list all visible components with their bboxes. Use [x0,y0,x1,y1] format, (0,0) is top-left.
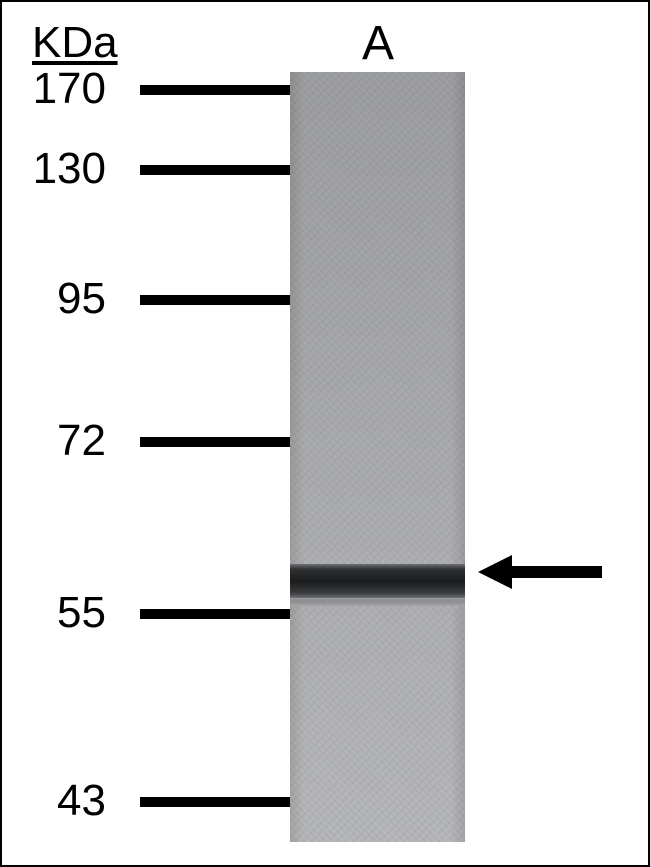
mw-marker-tick [140,295,290,305]
lane-label-a: A [362,16,394,71]
blot-figure: KDa A 170 130 95 72 55 43 [0,0,650,867]
protein-band [290,598,465,606]
mw-marker-label: 43 [57,776,106,826]
mw-marker-tick [140,797,290,807]
mw-marker-label: 72 [57,416,106,466]
mw-marker-label: 170 [33,64,106,114]
protein-band [290,564,465,598]
lane-edge-shade [290,72,465,842]
target-band-arrow [478,555,602,589]
mw-marker-tick [140,85,290,95]
mw-marker-tick [140,609,290,619]
arrow-head-icon [478,555,512,589]
mw-marker-label: 95 [57,274,106,324]
axis-unit-label: KDa [32,18,118,68]
gel-lane [290,72,465,842]
mw-marker-label: 130 [33,144,106,194]
mw-marker-label: 55 [57,588,106,638]
mw-marker-tick [140,165,290,175]
mw-marker-tick [140,437,290,447]
arrow-shaft [512,566,602,578]
